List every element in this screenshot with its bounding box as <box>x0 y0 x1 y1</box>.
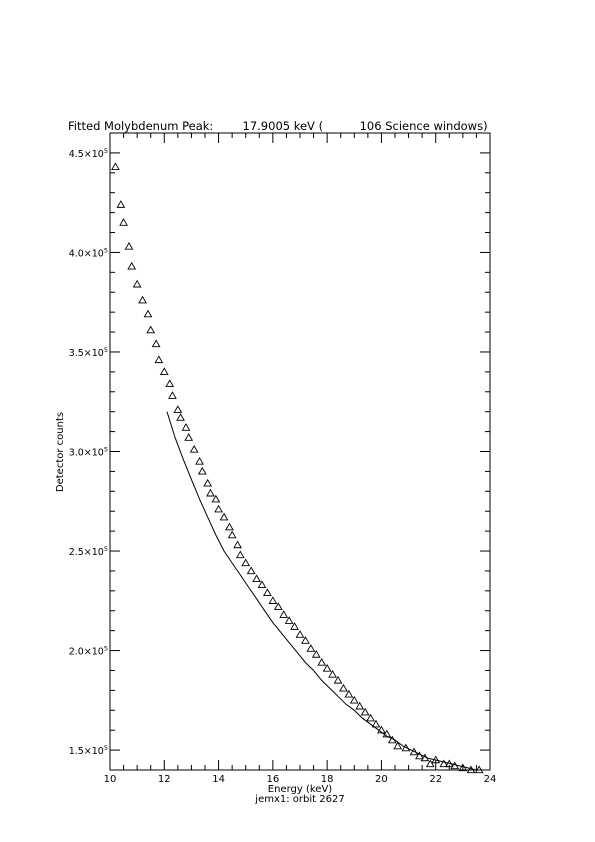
x-tick-label: 22 <box>429 774 442 785</box>
data-point-marker <box>241 558 251 567</box>
data-point-marker <box>322 663 332 672</box>
data-point-marker <box>306 644 316 652</box>
data-point-marker <box>311 650 321 658</box>
data-point-marker <box>227 530 237 539</box>
data-point-marker <box>387 735 397 744</box>
y-axis-label: Detector counts <box>55 412 66 492</box>
data-point-marker <box>295 630 305 638</box>
data-point-marker <box>138 295 147 304</box>
data-point-marker <box>173 405 183 413</box>
data-point-marker <box>401 743 411 752</box>
x-tick-label: 12 <box>158 774 171 785</box>
data-point-marker <box>197 466 207 475</box>
y-tick-labels: 1.5×105 2.0×105 2.5×105 3.0×105 3.5×105 4.0×1… <box>69 147 108 757</box>
y-tick-label: 3.5×105 <box>69 346 108 359</box>
data-point-marker <box>146 325 156 334</box>
data-point-marker <box>195 456 204 465</box>
data-point-marker <box>154 355 164 364</box>
data-point-marker <box>349 695 359 704</box>
y-tick-label: 2.0×105 <box>69 645 108 658</box>
y-tick-label: 3.0×105 <box>69 446 108 459</box>
x-axis-label: Energy (keV) <box>268 784 333 795</box>
data-point-marker <box>176 413 185 421</box>
data-point-marker <box>181 423 191 431</box>
y-tick-label: 4.0×105 <box>69 246 108 259</box>
data-point-marker <box>360 707 370 716</box>
data-point-marker <box>301 636 310 644</box>
data-point-marker <box>225 522 234 531</box>
x-tick-label: 14 <box>212 774 225 785</box>
data-point-marker <box>268 596 278 604</box>
data-points <box>111 162 484 774</box>
data-point-marker <box>339 683 348 692</box>
data-point-marker <box>257 580 267 589</box>
data-point-marker <box>111 162 120 170</box>
data-point-marker <box>420 753 430 762</box>
axis-ticks <box>109 132 491 771</box>
data-point-marker <box>233 540 242 549</box>
data-point-marker <box>333 675 343 684</box>
data-point-marker <box>439 759 449 768</box>
data-point-marker <box>371 719 381 728</box>
x-tick-label: 16 <box>266 774 279 785</box>
data-point-marker <box>263 588 272 596</box>
x-tick-label: 18 <box>321 774 334 785</box>
data-point-marker <box>159 367 169 376</box>
data-point-marker <box>206 488 215 497</box>
data-point-marker <box>409 747 419 756</box>
data-point-marker <box>444 759 454 768</box>
data-point-marker <box>252 574 261 583</box>
y-tick-label: 1.5×105 <box>69 744 108 757</box>
data-point-marker <box>474 765 484 774</box>
data-point-marker <box>466 765 476 774</box>
data-point-marker <box>458 763 468 772</box>
data-point-marker <box>377 725 386 734</box>
data-point-marker <box>214 504 223 513</box>
data-point-marker <box>415 751 424 760</box>
data-point-marker <box>127 261 137 270</box>
data-point-marker <box>393 741 403 750</box>
data-point-marker <box>132 279 142 288</box>
data-point-marker <box>189 445 199 453</box>
data-point-marker <box>284 616 294 624</box>
data-point-marker <box>273 602 283 610</box>
data-point-marker <box>425 759 435 768</box>
plot-frame <box>109 132 491 771</box>
x-tick-label: 24 <box>484 774 497 785</box>
data-point-marker <box>124 241 134 250</box>
data-point-marker <box>119 218 128 226</box>
data-point-marker <box>219 512 229 521</box>
data-point-marker <box>344 689 354 698</box>
chart-title: Fitted Molybdenum Peak: 17.9005 keV ( 10… <box>68 119 488 133</box>
data-point-marker <box>317 657 327 666</box>
orbit-label: jemx1: orbit 2627 <box>254 794 344 805</box>
data-point-marker <box>165 379 175 387</box>
data-point-marker <box>290 622 299 630</box>
fit-curve <box>166 411 477 771</box>
data-point-marker <box>143 309 153 318</box>
data-point-marker <box>450 761 460 770</box>
data-point-marker <box>203 478 213 487</box>
data-point-marker <box>211 494 221 503</box>
data-point-marker <box>366 713 375 722</box>
x-tick-label: 20 <box>375 774 388 785</box>
data-point-marker <box>431 755 441 764</box>
x-tick-label: 10 <box>104 774 117 785</box>
data-point-marker <box>355 701 365 710</box>
data-point-marker <box>382 729 392 738</box>
data-point-marker <box>246 566 256 575</box>
y-tick-label: 2.5×105 <box>69 545 108 558</box>
data-point-marker <box>116 200 126 208</box>
data-point-marker <box>279 610 289 618</box>
data-point-marker <box>328 669 337 678</box>
y-tick-label: 4.5×105 <box>69 147 108 160</box>
data-point-marker <box>235 550 245 559</box>
x-tick-labels: 10 12 14 16 18 20 22 24 <box>104 774 497 785</box>
data-point-marker <box>168 391 177 399</box>
data-point-marker <box>184 433 194 441</box>
data-point-marker <box>151 339 161 348</box>
